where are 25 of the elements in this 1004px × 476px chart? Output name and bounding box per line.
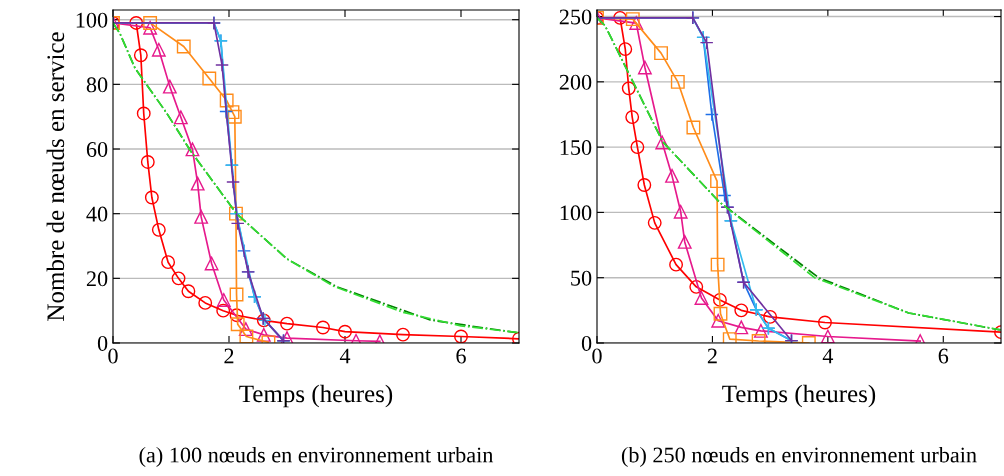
text: (a) 100 nœuds en environnement urbain	[139, 446, 494, 468]
y-tick-label: 50	[571, 270, 592, 286]
y-tick-label: 20	[86, 271, 108, 287]
text: (b) 250 nœuds en environnement urbain	[621, 446, 977, 468]
y-tick-label: 250	[559, 9, 592, 25]
y-tick-label: 60	[86, 141, 108, 157]
y-tick-label: 200	[559, 74, 592, 90]
x-tick-label: 4	[339, 348, 351, 364]
y-tick-label: 150	[560, 140, 592, 156]
x-axis-title: Temps (heures)	[239, 384, 393, 408]
y-tick-label: 100	[76, 12, 108, 28]
x-tick-label: 0	[108, 348, 118, 364]
x-tick-label: 2	[707, 348, 717, 364]
x-tick-label: 2	[224, 348, 234, 364]
x-tick-label: 6	[456, 348, 466, 364]
x-tick-label: 4	[822, 348, 834, 364]
y-tick-label: 100	[560, 205, 592, 221]
y-tick-label: 40	[86, 206, 108, 222]
y-tick-label: 80	[86, 77, 108, 93]
x-axis-title: Temps (heures)	[722, 384, 876, 408]
y-tick-label: 0	[581, 335, 592, 351]
x-tick-label: 6	[938, 348, 949, 364]
y-tick-label: 0	[97, 335, 108, 351]
y-axis-title: Nombre de nœuds en service	[46, 32, 65, 321]
x-tick-label: 0	[592, 348, 602, 364]
